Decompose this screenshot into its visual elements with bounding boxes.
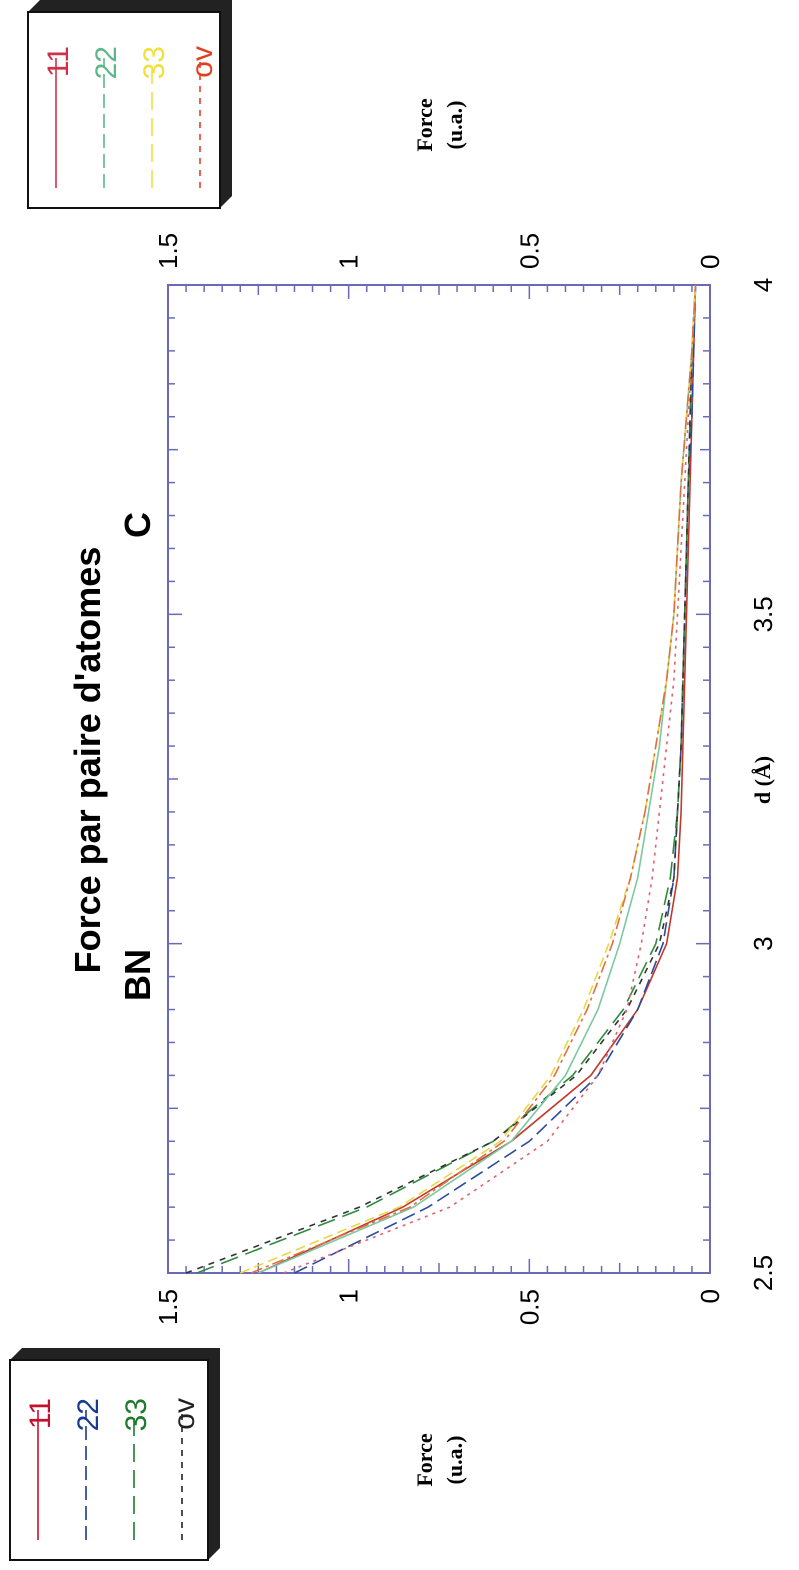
y-axis-label-right-line1: Force <box>412 98 437 152</box>
legend-c: 11 22 33 ov <box>27 0 232 209</box>
y-axis-label-right-line2: (u.a.) <box>442 101 467 150</box>
x-tick-labels: 2.5 3 3.5 4 <box>748 278 778 1291</box>
legend-label-c-33: 33 <box>138 46 171 79</box>
axis-ticks <box>167 284 711 1274</box>
series-c-ov <box>250 284 697 1274</box>
y-tick-label-left: 1.5 <box>153 1289 183 1325</box>
x-tick-label: 2.5 <box>748 1255 778 1291</box>
y-tick-label-right: 0 <box>695 255 725 269</box>
y-axis-label-left-line1: Force <box>412 1433 437 1487</box>
legend-box <box>27 11 221 209</box>
legend-label-bn-ov: ov <box>168 1398 201 1430</box>
x-tick-label: 3.5 <box>748 596 778 632</box>
y-tick-label-right: 1.5 <box>153 233 183 269</box>
y-tick-label-right: 0.5 <box>514 233 544 269</box>
legend-box <box>9 1359 209 1561</box>
series-bn-ov <box>185 284 697 1274</box>
series-c-11 <box>283 284 697 1274</box>
plot-frame <box>167 284 711 1274</box>
series-bn-33 <box>196 284 697 1274</box>
legend-label-c-22: 22 <box>90 46 123 79</box>
y-tick-labels: 0 0 0.5 0.5 1 1 1.5 1.5 <box>153 233 725 1325</box>
y-tick-label-left: 1 <box>334 1289 364 1303</box>
legend-label-bn-33: 33 <box>120 1398 153 1431</box>
series-layer <box>185 284 697 1274</box>
legend-label-c-ov: ov <box>186 46 219 78</box>
series-bn-22 <box>294 284 697 1274</box>
legend-label-bn-22: 22 <box>72 1398 105 1431</box>
series-bn-11 <box>257 284 697 1274</box>
legend-label-bn-11: 11 <box>24 1398 57 1429</box>
x-axis-label: d (Å) <box>750 756 775 804</box>
x-tick-label: 4 <box>748 278 778 292</box>
y-tick-label-right: 1 <box>334 255 364 269</box>
group-label-bn: BN <box>117 949 158 1001</box>
y-tick-label-left: 0.5 <box>514 1289 544 1325</box>
y-axis-label-left-line2: (u.a.) <box>442 1436 467 1485</box>
chart-title: Force par paire d'atomes <box>67 547 108 974</box>
legend-label-c-11: 11 <box>42 46 75 77</box>
series-c-22 <box>257 284 697 1274</box>
x-tick-label: 3 <box>748 936 778 950</box>
legend-bn: 11 22 33 ov <box>9 1348 220 1561</box>
series-c-33 <box>239 284 697 1274</box>
y-tick-label-left: 0 <box>695 1289 725 1303</box>
group-label-c: C <box>117 512 158 538</box>
